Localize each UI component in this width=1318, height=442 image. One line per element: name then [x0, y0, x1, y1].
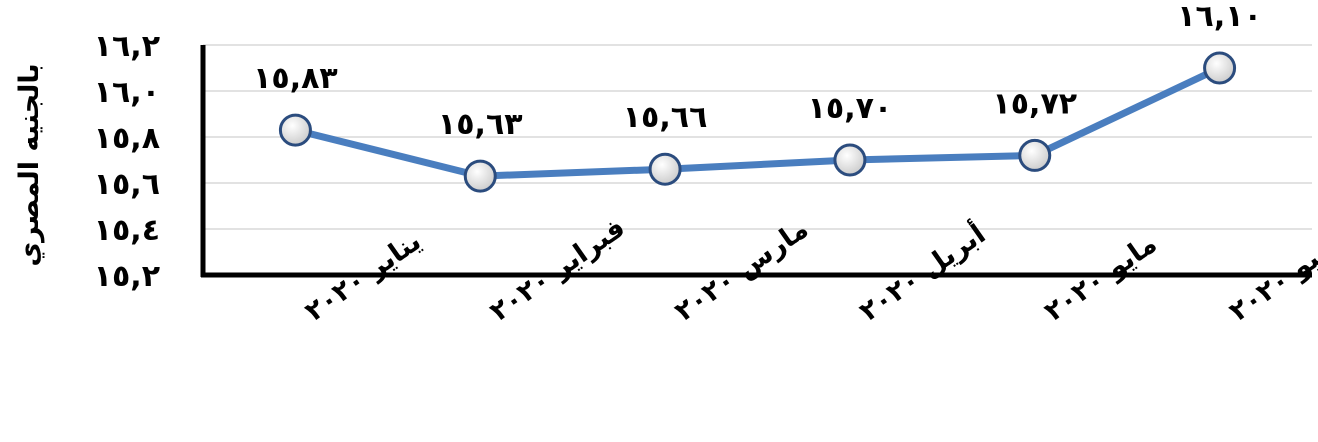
data-label: ١٥,٧٢: [992, 86, 1077, 121]
x-tick-label: مايو ٢٠٢٠: [1039, 228, 1163, 328]
y-axis-tick-labels: ١٥,٢ ١٥,٤ ١٥,٦ ١٥,٨ ١٦,٠ ١٦,٢: [94, 29, 160, 294]
data-point: [278, 113, 312, 147]
y-tick-label: ١٦,٢: [94, 29, 160, 64]
data-label: ١٥,٦٦: [623, 100, 708, 135]
data-label: ١٥,٧٠: [808, 91, 893, 126]
y-tick-label: ١٦,٠: [94, 75, 160, 110]
y-tick-label: ١٥,٨: [94, 121, 160, 156]
axes: [200, 45, 1312, 278]
gridlines: [203, 44, 1312, 230]
y-axis-label: بالجنيه المصري: [14, 63, 45, 266]
series: [278, 51, 1237, 193]
data-label: ١٦,١٠: [1177, 0, 1262, 34]
data-labels: ١٥,٨٣ ١٥,٦٣ ١٥,٦٦ ١٥,٧٠ ١٥,٧٢ ١٦,١٠: [253, 0, 1262, 142]
data-point: [648, 152, 682, 186]
y-tick-label: ١٥,٤: [94, 213, 160, 248]
x-tick-label: أبريل ٢٠٢٠: [852, 216, 991, 327]
data-point: [463, 159, 497, 193]
data-point: [833, 143, 867, 177]
data-point: [1203, 51, 1237, 85]
x-tick-label: مارس ٢٠٢٠: [669, 213, 814, 327]
y-tick-label: ١٥,٦: [94, 167, 160, 202]
data-point: [1018, 138, 1052, 172]
y-tick-label: ١٥,٢: [94, 259, 160, 294]
data-label: ١٥,٨٣: [253, 61, 338, 96]
series-line: [291, 64, 1224, 180]
data-label: ١٥,٦٣: [438, 107, 523, 142]
